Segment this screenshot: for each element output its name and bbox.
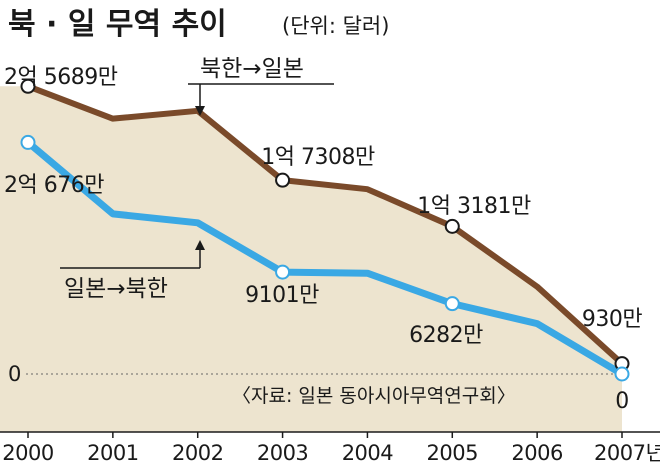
series-line-1	[25, 83, 625, 367]
x-tick-label: 2006	[511, 441, 563, 465]
series-label-1: 북한→일본	[200, 56, 304, 82]
series-line-2	[24, 138, 626, 378]
data-point-marker	[444, 218, 460, 234]
chart-title: 북 · 일 무역 추이	[8, 7, 227, 42]
data-point-marker	[275, 264, 291, 280]
x-tick-label: 2004	[342, 441, 394, 465]
chart-unit: (단위: 달러)	[282, 14, 389, 38]
data-label: 6282만	[409, 323, 483, 348]
data-label: 1억 3181만	[417, 194, 531, 219]
zero-tick-label: 0	[8, 362, 21, 386]
x-tick-label: 2000	[2, 441, 53, 465]
plot-area: 0 2000 2001 2002 2003 2004 2005 2006 2007년 2억 568…	[0, 56, 660, 465]
callout-arrowhead-1	[195, 106, 205, 116]
series-label-2: 일본→북한	[64, 276, 168, 302]
data-label: 1억 7308만	[261, 145, 375, 170]
x-tick-label: 2002	[172, 441, 223, 465]
x-tick-label: 2005	[427, 441, 478, 465]
x-tick-label: 2001	[87, 441, 138, 465]
data-label: 2억 5689만	[4, 65, 118, 90]
source-note: 〈자료: 일본 동아시아무역연구회〉	[232, 385, 516, 407]
data-label: 9101만	[245, 283, 319, 308]
x-tick-label: 2007년	[594, 441, 660, 465]
data-point-marker	[614, 366, 630, 382]
data-label: 2억 676만	[4, 173, 104, 198]
data-point-marker	[275, 172, 291, 188]
area-fill	[0, 86, 622, 432]
data-label: 0	[615, 389, 629, 414]
data-point-marker	[444, 296, 460, 312]
data-point-marker	[20, 134, 36, 150]
x-tick-label: 2003	[257, 441, 308, 465]
data-label: 930만	[582, 307, 642, 332]
data-point-marker	[20, 78, 36, 94]
callout-arrowhead-2	[195, 240, 205, 250]
